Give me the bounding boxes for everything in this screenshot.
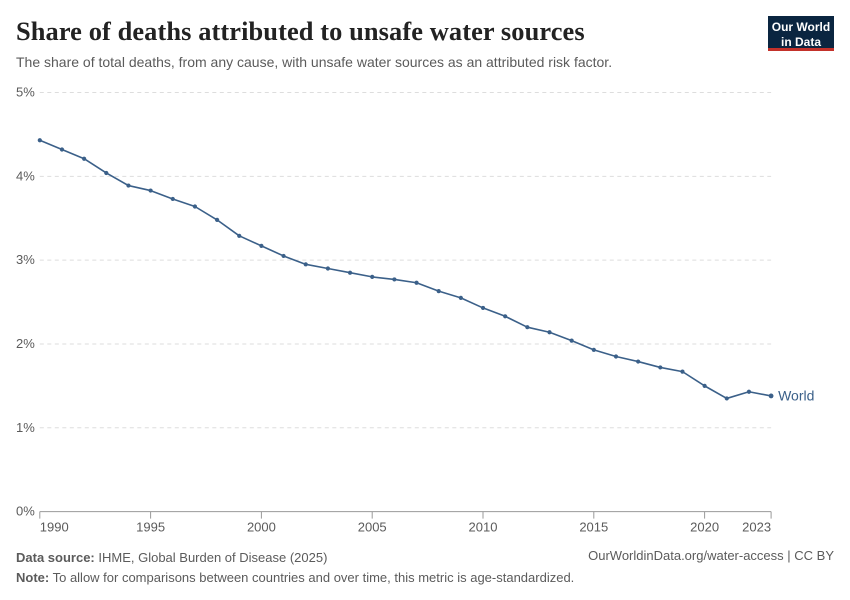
svg-text:3%: 3% [16,252,35,267]
svg-text:5%: 5% [16,85,35,100]
svg-text:World: World [778,387,814,403]
svg-text:2020: 2020 [690,520,719,535]
svg-text:2000: 2000 [247,520,276,535]
svg-text:1990: 1990 [40,520,69,535]
svg-text:2010: 2010 [469,520,498,535]
svg-text:1995: 1995 [136,520,165,535]
svg-text:4%: 4% [16,168,35,183]
svg-text:2005: 2005 [358,520,387,535]
svg-text:1%: 1% [16,420,35,435]
svg-text:0%: 0% [16,504,35,519]
svg-text:2%: 2% [16,336,35,351]
svg-text:2015: 2015 [579,520,608,535]
svg-text:2023: 2023 [742,520,771,535]
